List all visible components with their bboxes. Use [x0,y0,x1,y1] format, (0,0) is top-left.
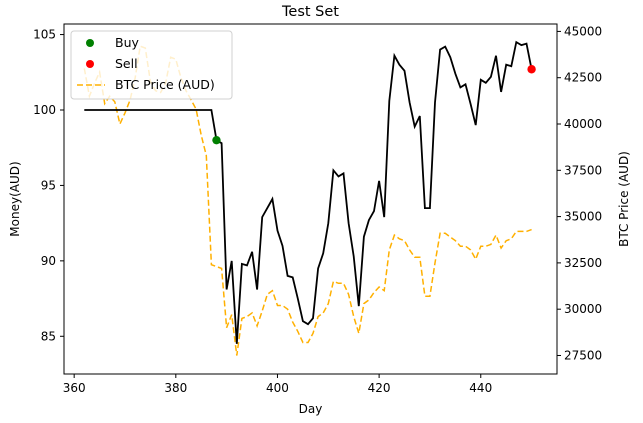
y2-tick-label: 32500 [564,256,602,270]
y-tick-label: 90 [41,254,56,268]
plot-frame [63,23,558,375]
legend-box [70,30,233,100]
y2-tick-label: 35000 [564,210,602,224]
y-tick-label: 95 [41,178,56,192]
plot-content [83,40,536,356]
y2-tick-label: 40000 [564,117,602,131]
y-tick-label: 100 [33,103,56,117]
legend-btc-label: BTC Price (AUD) [115,77,215,92]
x-axis-label: Day [299,402,323,416]
y2-axis-ticks: 27500 30000 32500 35000 37500 40000 42500 45000 [557,24,602,362]
y2-axis-label: BTC Price (AUD) [617,151,631,247]
buy-point [212,135,221,145]
sell-point [527,65,536,74]
x-tick-label: 420 [368,381,391,395]
legend-buy-label: Buy [115,35,139,50]
legend: Buy Sell BTC Price (AUD) [70,30,233,100]
y2-tick-label: 27500 [564,348,602,362]
btc-price-line [83,45,532,356]
legend-sell-label: Sell [115,56,138,71]
x-tick-label: 360 [63,381,86,395]
y2-tick-label: 42500 [564,71,602,85]
y2-tick-label: 37500 [564,163,602,177]
x-tick-label: 400 [266,381,289,395]
legend-buy-marker [86,39,94,47]
chart-title: Test Set [281,4,339,20]
x-axis-ticks: 360 380 400 420 440 [63,374,492,395]
x-tick-label: 380 [164,381,187,395]
x-tick-label: 440 [469,381,492,395]
money-line [84,40,533,344]
y2-tick-label: 30000 [564,302,602,316]
y2-tick-label: 45000 [564,24,602,38]
legend-sell-marker [86,60,94,68]
y-tick-label: 105 [33,28,56,42]
y-tick-label: 85 [41,329,56,343]
y-axis-label: Money(AUD) [8,161,22,236]
y-axis-ticks: 85 90 95 100 105 [33,28,64,343]
